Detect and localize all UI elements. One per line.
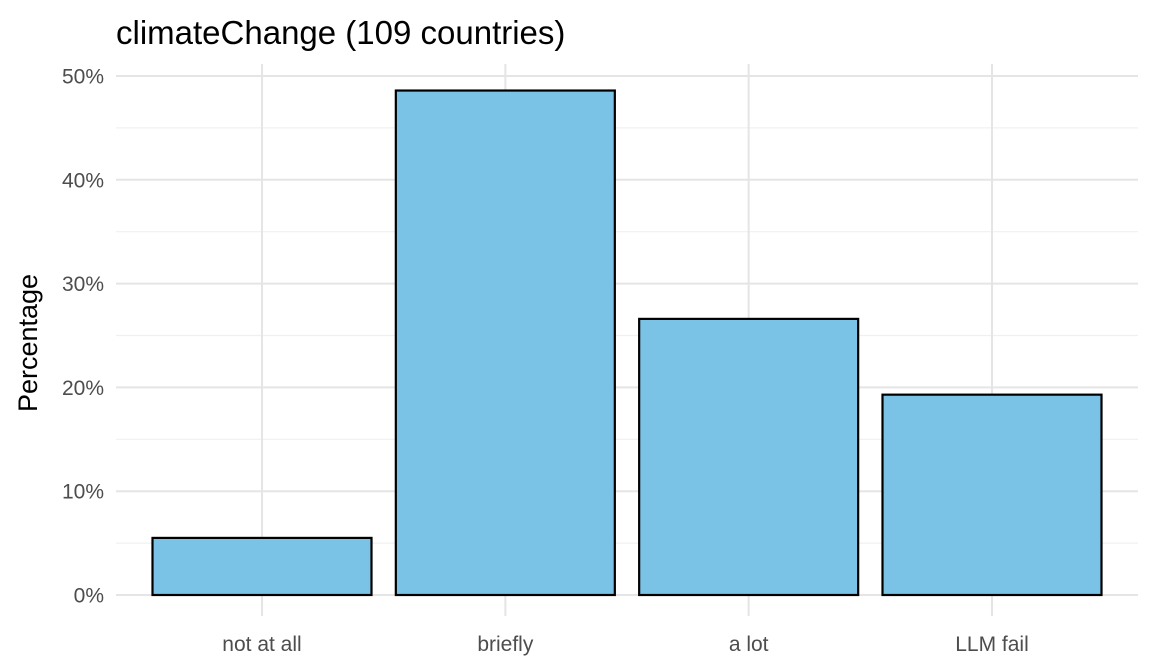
- bar-a-lot: [638, 317, 860, 597]
- y-axis-ticks: 0% 10% 20% 30% 40% 50%: [62, 66, 104, 608]
- y-tick-label: 20%: [62, 377, 104, 400]
- x-tick-label: a lot: [729, 633, 769, 656]
- chart-title: climateChange (109 countries): [116, 14, 565, 51]
- x-tick-label: LLM fail: [955, 633, 1029, 656]
- x-tick-label: not at all: [222, 633, 301, 656]
- bar-llm-fail: [881, 393, 1103, 597]
- y-tick-label: 10%: [62, 481, 104, 504]
- y-tick-label: 30%: [62, 273, 104, 296]
- bar-not-at-all: [151, 536, 373, 597]
- bar-briefly: [394, 89, 616, 597]
- y-tick-label: 50%: [62, 66, 104, 89]
- y-axis-label: Percentage: [13, 274, 43, 412]
- bars: [151, 89, 1103, 597]
- x-axis-ticks: not at all briefly a lot LLM fail: [222, 633, 1028, 656]
- y-tick-label: 0%: [74, 585, 104, 608]
- x-tick-label: briefly: [477, 633, 534, 656]
- y-tick-label: 40%: [62, 169, 104, 192]
